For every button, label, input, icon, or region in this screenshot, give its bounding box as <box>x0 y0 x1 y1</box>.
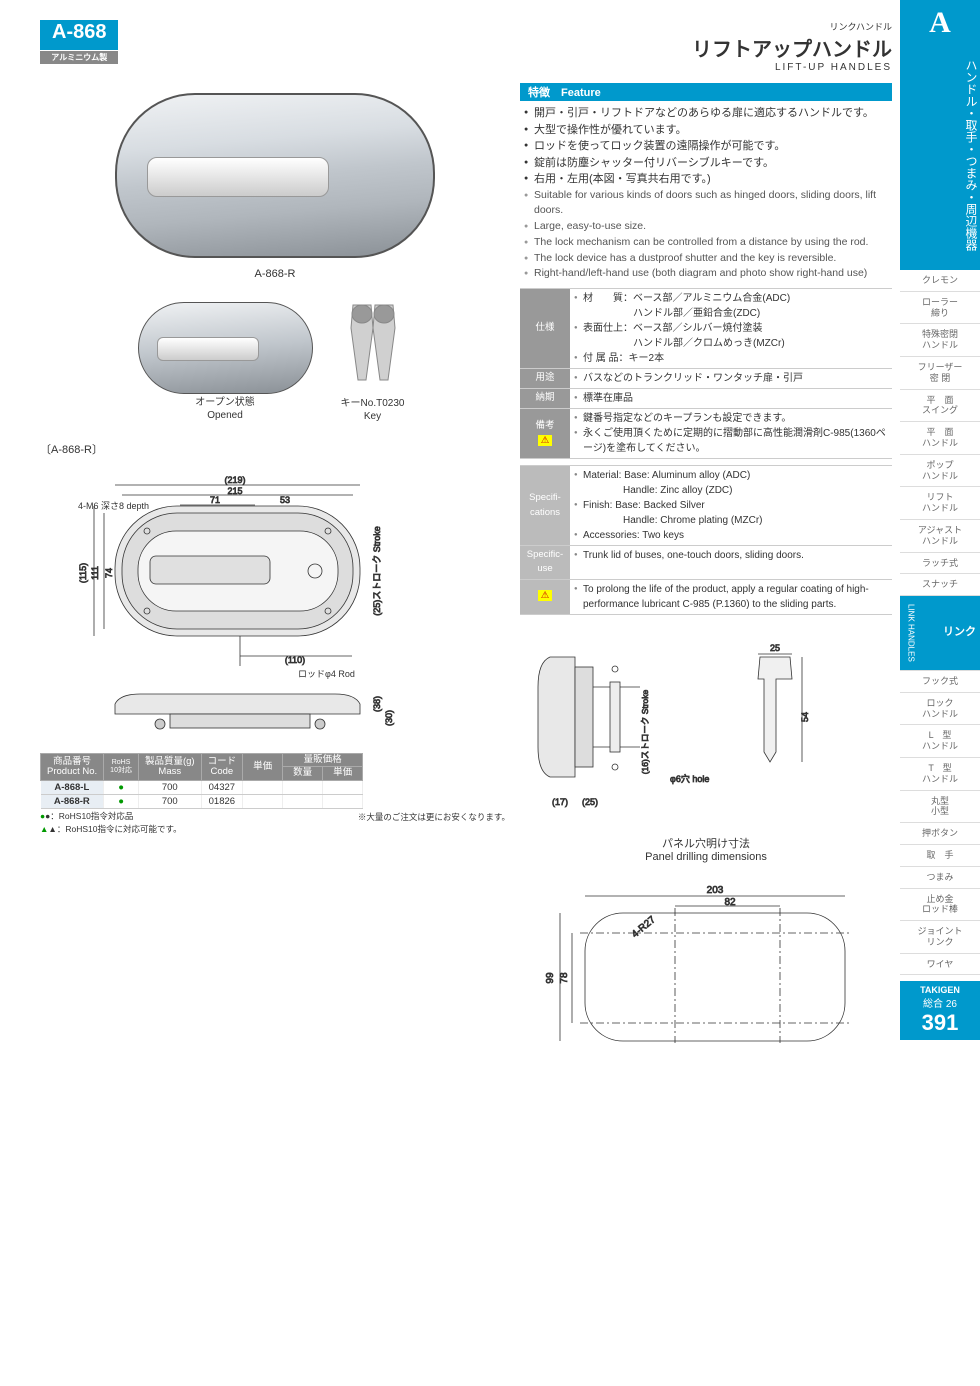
nav-item[interactable]: アジャスト ハンドル <box>900 520 980 553</box>
th-product-no: 商品番号 Product No. <box>41 754 104 781</box>
product-table: 商品番号 Product No. RoHS 10対応 製品質量(g) Mass … <box>40 753 363 809</box>
nav-item[interactable]: ローラー 締り <box>900 292 980 325</box>
table-row: A-868-L ● 700 04327 <box>41 780 363 794</box>
svg-text:25: 25 <box>770 643 780 653</box>
spec-table-jp: 仕様材 質：ベース部／アルミニウム合金(ADC) ハンドル部／亜鉛合金(ZDC)… <box>520 288 892 459</box>
nav-item[interactable]: ワイヤ <box>900 954 980 976</box>
material-label: アルミニウム製 <box>40 51 118 64</box>
svg-text:(38): (38) <box>372 696 382 712</box>
th-price: 単価 <box>243 754 283 781</box>
nav-item[interactable]: リフト ハンドル <box>900 487 980 520</box>
table-notes: ●●：RoHS10指令対応品 ※大量のご注文は更にお安くなります。 ▲▲：RoH… <box>40 811 510 836</box>
svg-text:(115): (115) <box>78 563 88 583</box>
features-heading: 特徴 Feature <box>520 83 892 101</box>
nav-item[interactable]: ロック ハンドル <box>900 693 980 726</box>
nav-item[interactable]: L 型 ハンドル <box>900 725 980 758</box>
product-code-badge: A-868 アルミニウム製 <box>40 20 118 50</box>
diagram-label: 〔A-868-R〕 <box>40 441 510 457</box>
sidebar-footer: TAKIGEN 総合 26 391 <box>900 981 980 1040</box>
sidebar-category: ハンドル・取手・つまみ・周辺機器 <box>900 40 980 270</box>
svg-text:203: 203 <box>707 885 724 896</box>
features-en: Suitable for various kinds of doors such… <box>520 188 892 283</box>
svg-text:φ6穴 hole: φ6穴 hole <box>670 773 709 784</box>
page-header: A-868 アルミニウム製 リンクハンドル リフトアップハンドル LIFT-UP… <box>40 20 892 73</box>
title-block: リンクハンドル リフトアップハンドル LIFT-UP HANDLES <box>692 20 892 73</box>
th-qty: 数量 <box>283 767 323 780</box>
svg-text:111: 111 <box>90 566 100 580</box>
svg-text:(110): (110) <box>285 655 305 665</box>
nav-item[interactable]: ジョイント リンク <box>900 921 980 954</box>
svg-text:(17): (17) <box>552 797 568 807</box>
th-code: コード Code <box>201 754 243 781</box>
svg-text:99: 99 <box>545 972 556 984</box>
photo-open-label: オープン状態Opened <box>138 396 313 422</box>
svg-text:82: 82 <box>724 897 736 908</box>
nav-item[interactable]: T 型 ハンドル <box>900 758 980 791</box>
nav-item[interactable]: つまみ <box>900 867 980 889</box>
nav-item[interactable]: 丸型 小型 <box>900 791 980 824</box>
section-letter: A <box>900 0 980 40</box>
features-jp: 開戸・引戸・リフトドアなどのあらゆる扉に適応するハンドルです。大型で操作性が優れ… <box>520 105 892 188</box>
th-bulk-price: 単価 <box>323 767 363 780</box>
svg-text:(30): (30) <box>384 710 394 726</box>
svg-text:53: 53 <box>280 495 290 505</box>
nav-item[interactable]: フック式 <box>900 671 980 693</box>
category-label: リンクハンドル <box>692 20 892 33</box>
sidebar: A ハンドル・取手・つまみ・周辺機器 クレモン ローラー 締り 特殊密閉 ハンド… <box>900 0 980 1086</box>
nav-item-active[interactable]: LINK HANDLES リンク <box>900 596 980 671</box>
svg-text:(16)ストローク Stroke: (16)ストローク Stroke <box>640 689 650 774</box>
th-mass: 製品質量(g) Mass <box>138 754 201 781</box>
nav-item[interactable]: 止め金 ロッド棒 <box>900 889 980 922</box>
svg-text:71: 71 <box>210 495 220 505</box>
svg-text:4-M6 深さ8 depth: 4-M6 深さ8 depth <box>78 501 149 511</box>
nav-item[interactable]: クレモン <box>900 270 980 292</box>
nav-item[interactable]: 取 手 <box>900 845 980 867</box>
photo-main-label: A-868-R <box>40 268 510 280</box>
th-bulk: 量販価格 <box>283 754 363 767</box>
technical-drawing-front: 71 53 (219) 215 (115) 111 74 (110) (25)ス… <box>40 461 510 741</box>
sidebar-nav: クレモン ローラー 締り 特殊密閉 ハンドル フリーザー 密 閉 平 面 スイン… <box>900 270 980 975</box>
svg-text:(25)ストローク Stroke: (25)ストローク Stroke <box>372 526 382 616</box>
nav-item[interactable]: 平 面 スイング <box>900 390 980 423</box>
svg-text:54: 54 <box>800 711 810 721</box>
nav-item[interactable]: 特殊密閉 ハンドル <box>900 324 980 357</box>
spec-table-en: Specifi- cationsMaterial: Base: Aluminum… <box>520 465 892 615</box>
svg-text:ロッドφ4 Rod: ロッドφ4 Rod <box>298 669 355 679</box>
technical-drawing-side: (16)ストローク Stroke (17) (25) φ6穴 hole 25 5… <box>520 627 892 830</box>
product-photo-open <box>138 302 313 394</box>
svg-text:74: 74 <box>104 568 114 578</box>
svg-text:78: 78 <box>559 972 570 984</box>
product-code: A-868 <box>52 21 106 43</box>
nav-item[interactable]: 押ボタン <box>900 823 980 845</box>
page-number: 391 <box>900 1010 980 1036</box>
nav-item[interactable]: 平 面 ハンドル <box>900 422 980 455</box>
th-rohs: RoHS 10対応 <box>104 754 139 781</box>
nav-item[interactable]: ポップ ハンドル <box>900 455 980 488</box>
nav-item[interactable]: スナッチ <box>900 574 980 596</box>
svg-text:(219): (219) <box>224 475 245 485</box>
nav-item[interactable]: ラッチ式 <box>900 553 980 575</box>
panel-drilling-diagram: パネル穴明け寸法Panel drilling dimensions 203 82… <box>520 838 892 1066</box>
nav-item[interactable]: フリーザー 密 閉 <box>900 357 980 390</box>
key-label: キーNo.T0230Key <box>333 397 413 423</box>
svg-text:(25): (25) <box>582 797 598 807</box>
table-row: A-868-R ● 700 01826 <box>41 794 363 808</box>
key-photo <box>333 300 413 395</box>
svg-text:215: 215 <box>227 486 242 496</box>
title-en: LIFT-UP HANDLES <box>692 62 892 73</box>
product-photo-main <box>115 93 435 258</box>
title-jp: リフトアップハンドル <box>692 33 892 62</box>
